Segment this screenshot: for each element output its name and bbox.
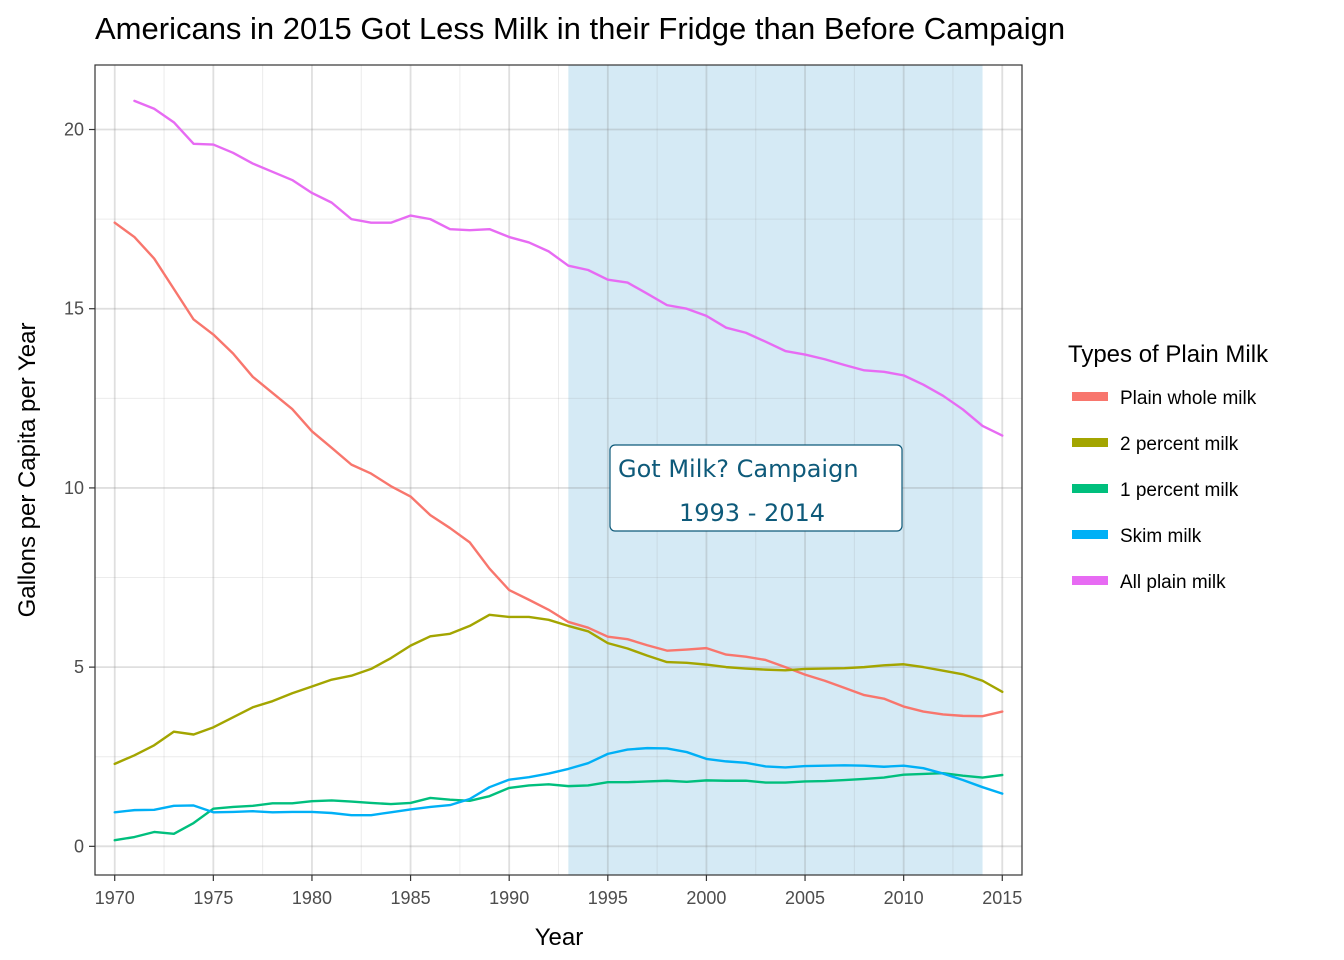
x-tick-label: 2010	[884, 888, 924, 908]
chart-title: Americans in 2015 Got Less Milk in their…	[95, 11, 1065, 46]
plot-border	[94, 64, 1023, 876]
annotation-line-2: 1993 - 2014	[679, 499, 825, 527]
x-tick-label: 1995	[588, 888, 628, 908]
legend-swatch	[1072, 392, 1108, 401]
x-tick-label: 2015	[982, 888, 1022, 908]
grid-major	[95, 65, 1022, 875]
legend-label: All plain milk	[1120, 572, 1226, 593]
legend-label: 1 percent milk	[1120, 480, 1239, 501]
legend-title: Types of Plain Milk	[1068, 341, 1269, 368]
y-tick-label: 5	[74, 657, 84, 677]
x-tick-label: 1990	[489, 888, 529, 908]
legend-label: 2 percent milk	[1120, 434, 1239, 455]
x-tick-label: 1985	[391, 888, 431, 908]
y-axis: 0 5 10 15 20	[64, 120, 95, 856]
legend-swatch	[1072, 530, 1108, 539]
legend-swatch	[1072, 484, 1108, 493]
y-tick-label: 10	[64, 478, 84, 498]
series-lines	[113, 99, 1004, 842]
campaign-annotation: Got Milk? Campaign 1993 - 2014	[609, 444, 903, 532]
series-line-all-plain-milk	[133, 99, 1004, 437]
x-tick-label: 1980	[292, 888, 332, 908]
x-axis: 1970 1975 1980 1985 1990 1995 2000 2005 2010 2015	[95, 875, 1022, 908]
x-tick-label: 2005	[785, 888, 825, 908]
series-line-plain-whole-milk	[113, 221, 1004, 718]
legend-label: Plain whole milk	[1120, 388, 1257, 409]
x-tick-label: 1970	[95, 888, 135, 908]
legend: Types of Plain Milk Plain whole milk 2 pe…	[1068, 341, 1269, 593]
y-axis-title: Gallons per Capita per Year	[14, 323, 41, 618]
series-line-2-percent-milk	[113, 613, 1004, 766]
series-line-1-percent-milk	[113, 772, 1004, 842]
y-tick-label: 0	[74, 836, 84, 856]
annotation-box	[609, 444, 903, 532]
annotation-line-1: Got Milk? Campaign	[618, 455, 859, 483]
x-axis-title: Year	[535, 924, 584, 951]
y-tick-label: 20	[64, 120, 84, 140]
y-tick-label: 15	[64, 299, 84, 319]
legend-items: Plain whole milk 2 percent milk 1 percent …	[1072, 388, 1257, 593]
x-tick-label: 2000	[686, 888, 726, 908]
legend-swatch	[1072, 576, 1108, 585]
legend-label: Skim milk	[1120, 526, 1202, 547]
legend-swatch	[1072, 438, 1108, 447]
series-line-skim-milk	[113, 746, 1004, 817]
x-tick-label: 1975	[193, 888, 233, 908]
